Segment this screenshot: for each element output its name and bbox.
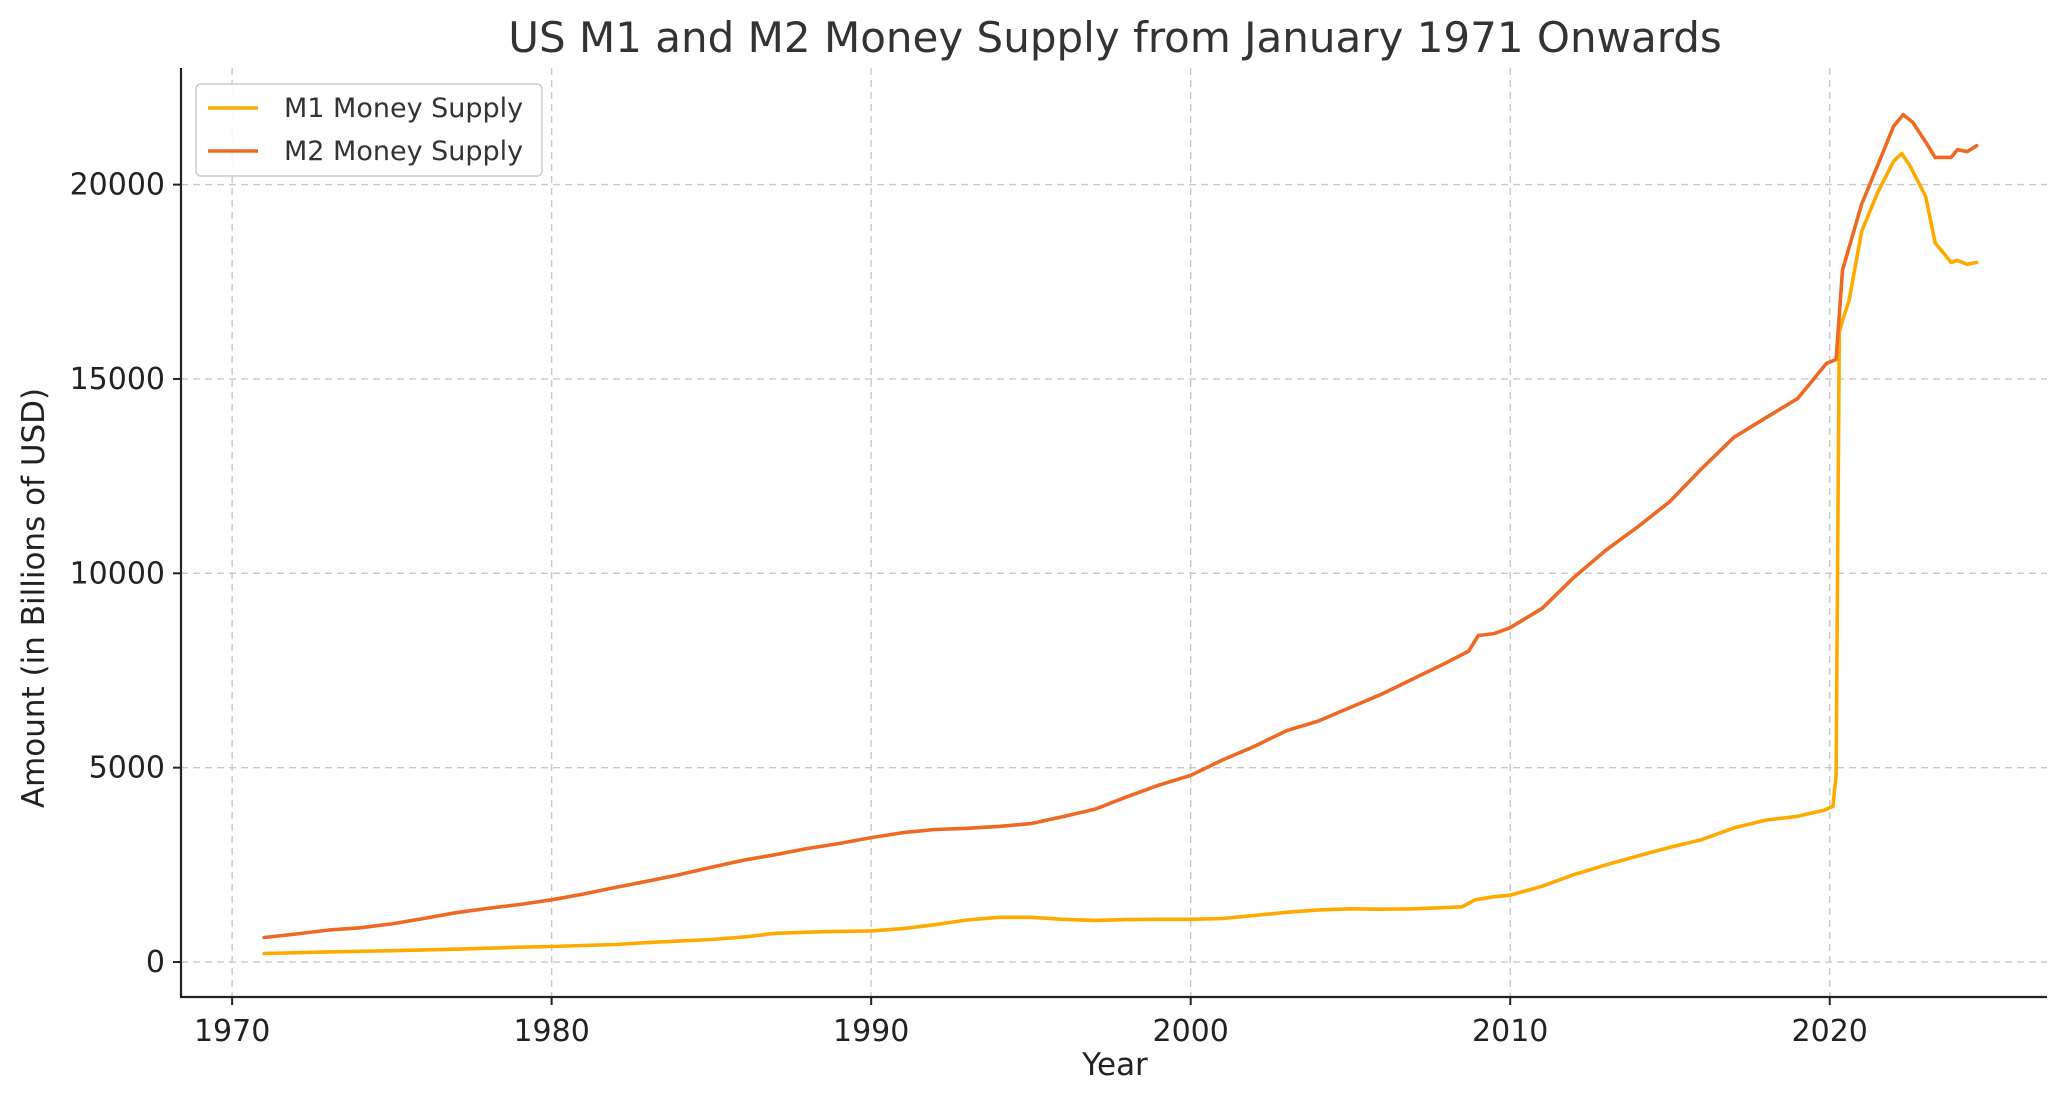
chart-legend: M1 Money Supply M2 Money Supply: [195, 83, 543, 177]
x-tick-label: 1980: [513, 1014, 589, 1049]
axis-spines: [179, 68, 2047, 999]
legend-label-m2: M2 Money Supply: [284, 136, 523, 167]
axis-ticks: 1970 1980 1990 2000 2010 2020 0 5000 10000 15000 2…: [70, 168, 1868, 1049]
series-lines: [262, 112, 1979, 956]
x-tick-label: 2020: [1792, 1014, 1868, 1049]
y-tick-label: 5000: [89, 751, 165, 786]
y-tick-label: 10000: [70, 556, 165, 591]
x-tick-label: 2010: [1472, 1014, 1548, 1049]
y-tick-label: 15000: [70, 362, 165, 397]
x-tick-label: 1970: [194, 1014, 270, 1049]
series-line-m1: [262, 151, 1979, 956]
legend-box: [195, 83, 543, 177]
x-tick-label: 1990: [833, 1014, 909, 1049]
grid-lines: [181, 68, 2047, 997]
x-axis-label: Year: [1081, 1047, 1148, 1083]
legend-label-m1: M1 Money Supply: [284, 93, 523, 124]
y-tick-label: 20000: [70, 168, 165, 203]
y-axis-label: Amount (in Billions of USD): [16, 388, 52, 808]
series-line-m2: [262, 112, 1979, 940]
chart-title: US M1 and M2 Money Supply from January 1…: [508, 13, 1722, 62]
y-tick-label: 0: [146, 945, 165, 980]
x-tick-label: 2000: [1153, 1014, 1229, 1049]
